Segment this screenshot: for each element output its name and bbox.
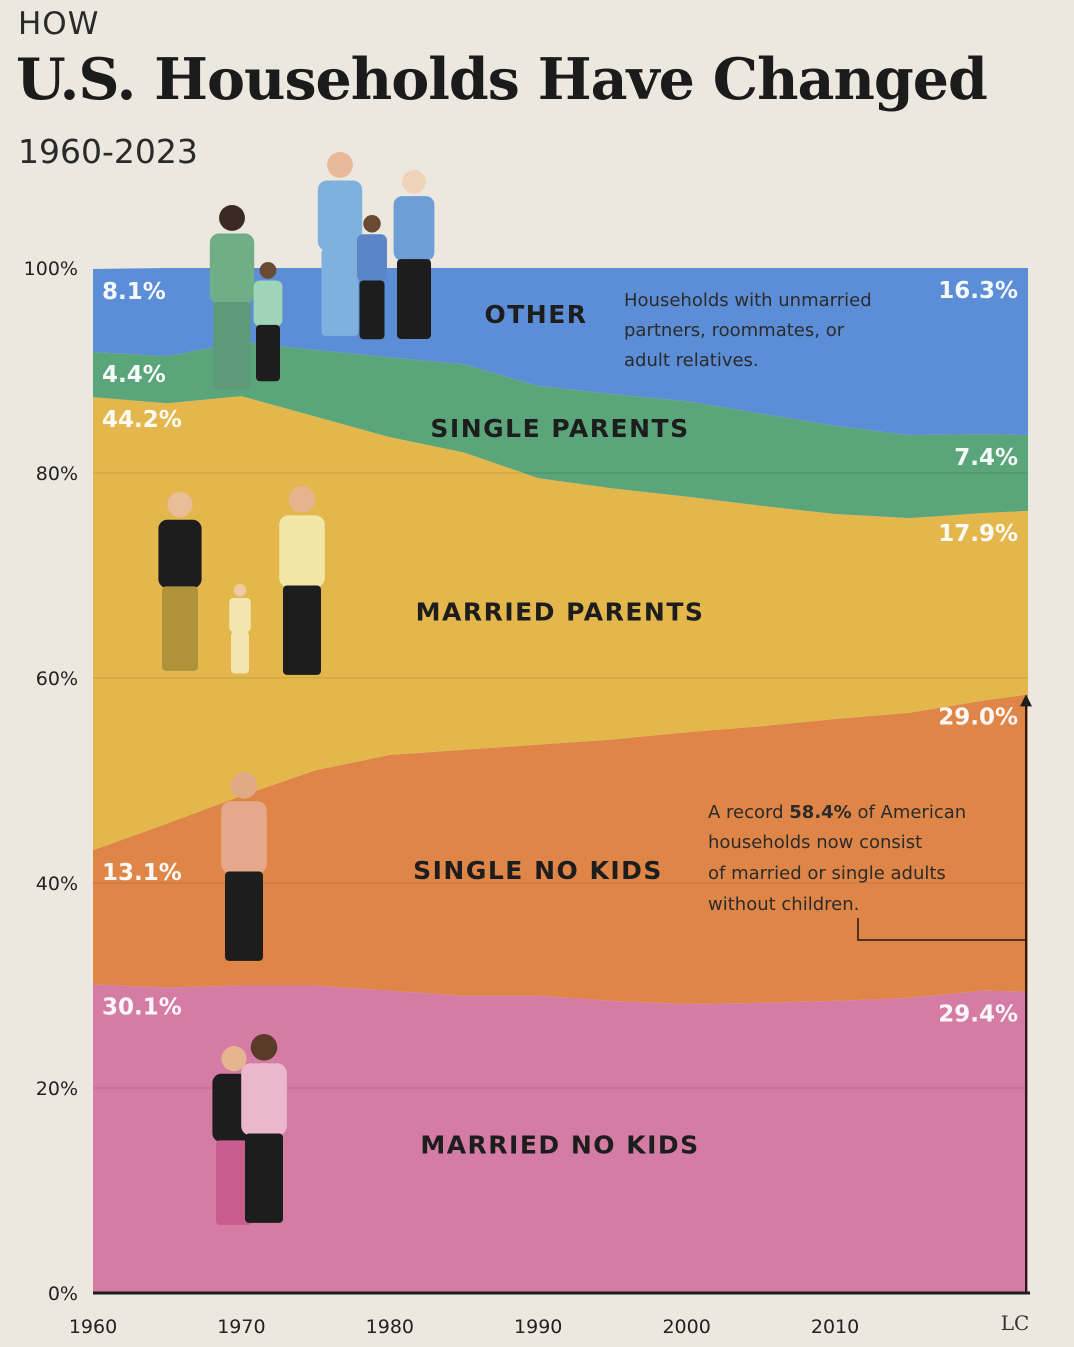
x-tick-label: 1990 xyxy=(514,1316,562,1338)
start-value-label: 4.4% xyxy=(102,362,166,388)
person-figure xyxy=(317,152,363,336)
head xyxy=(288,486,316,513)
torso xyxy=(241,1063,287,1136)
x-tick-label: 2000 xyxy=(662,1316,710,1338)
person-figure xyxy=(253,262,283,382)
legs xyxy=(225,871,263,961)
legs xyxy=(359,280,385,340)
area-layers xyxy=(93,268,1028,1293)
torso xyxy=(393,196,435,261)
other-note-line: partners, roommates, or xyxy=(624,320,845,341)
legs xyxy=(283,585,321,675)
x-tick-label: 2010 xyxy=(811,1316,859,1338)
torso xyxy=(357,234,387,282)
start-value-label: 44.2% xyxy=(102,407,182,433)
person-figure xyxy=(209,205,255,389)
person-figure xyxy=(393,170,435,339)
person-figure xyxy=(221,772,267,961)
torso xyxy=(229,597,251,633)
end-value-label: 29.4% xyxy=(938,1002,1018,1028)
head xyxy=(250,1034,278,1061)
record-note-line: households now consist xyxy=(708,832,922,853)
series-label: SINGLE NO KIDS xyxy=(413,856,663,885)
title-kicker: HOW xyxy=(18,6,100,42)
series-labels: MARRIED NO KIDS SINGLE NO KIDS MARRIED PAR… xyxy=(413,300,705,1159)
axes: 0% 20% 40% 60% 80% 100% 1960 1970 1980 1990 2000 20… xyxy=(24,258,1030,1338)
head xyxy=(167,492,193,518)
legs xyxy=(256,324,280,382)
torso xyxy=(279,515,325,588)
head xyxy=(233,584,247,597)
head xyxy=(259,262,277,279)
series-label: OTHER xyxy=(484,300,587,329)
end-value-label: 16.3% xyxy=(938,278,1018,304)
annotations: Households with unmarried partners, roomm… xyxy=(624,290,1032,1335)
chart-title: U.S. Households Have Changed xyxy=(16,46,988,113)
record-note-line: of married or single adults xyxy=(708,863,946,884)
other-note-line: Households with unmarried xyxy=(624,290,872,311)
y-tick-label: 100% xyxy=(24,258,78,280)
record-arrow-head xyxy=(1020,694,1032,707)
start-value-label: 8.1% xyxy=(102,279,166,305)
x-tick-label: 1980 xyxy=(366,1316,414,1338)
other-note-line: adult relatives. xyxy=(624,350,759,371)
torso xyxy=(209,233,255,304)
area-married-no-kids xyxy=(93,984,1028,1293)
head xyxy=(219,205,245,231)
end-value-label: 29.0% xyxy=(938,704,1018,730)
torso xyxy=(221,801,267,874)
brand-logo: LC xyxy=(1001,1311,1030,1335)
y-tick-label: 0% xyxy=(48,1283,78,1305)
legs xyxy=(397,259,431,339)
head xyxy=(230,772,258,799)
torso xyxy=(158,519,202,589)
y-tick-label: 20% xyxy=(36,1078,78,1100)
legs xyxy=(162,586,198,671)
legs xyxy=(245,1133,283,1223)
area-single-parents xyxy=(93,341,1028,519)
person-figure xyxy=(229,584,251,674)
start-value-label: 30.1% xyxy=(102,994,182,1020)
y-tick-label: 80% xyxy=(36,463,78,485)
person-figure xyxy=(357,215,387,340)
torso xyxy=(317,180,363,251)
x-tick-label: 1970 xyxy=(217,1316,265,1338)
area-single-no-kids xyxy=(93,694,1028,1004)
torso xyxy=(253,280,283,327)
head xyxy=(402,170,426,194)
y-tick-label: 60% xyxy=(36,668,78,690)
illustrations xyxy=(158,152,435,1225)
area-married-parents xyxy=(93,396,1028,851)
value-labels: 30.1% 29.4% 13.1% 29.0% 44.2% 17.9% 4.4% 7.4% 8.… xyxy=(102,278,1018,1028)
legs xyxy=(213,301,251,389)
legs xyxy=(231,631,249,674)
head xyxy=(363,215,381,233)
head xyxy=(221,1046,247,1072)
start-value-label: 13.1% xyxy=(102,860,182,886)
series-label: SINGLE PARENTS xyxy=(430,414,689,443)
legs xyxy=(216,1140,252,1225)
record-note-line: A record 58.4% of American xyxy=(708,802,966,823)
person-figure xyxy=(241,1034,287,1223)
end-value-label: 7.4% xyxy=(954,445,1018,471)
y-tick-label: 40% xyxy=(36,873,78,895)
record-bracket xyxy=(857,918,1026,941)
head xyxy=(327,152,353,178)
chart-subtitle: 1960-2023 xyxy=(18,132,198,171)
record-note-line: without children. xyxy=(708,894,859,915)
person-figure xyxy=(279,486,325,675)
series-label: MARRIED PARENTS xyxy=(416,597,705,626)
end-value-label: 17.9% xyxy=(938,521,1018,547)
legs xyxy=(321,248,359,336)
person-figure xyxy=(158,492,202,671)
x-tick-label: 1960 xyxy=(69,1316,117,1338)
series-label: MARRIED NO KIDS xyxy=(420,1130,699,1159)
